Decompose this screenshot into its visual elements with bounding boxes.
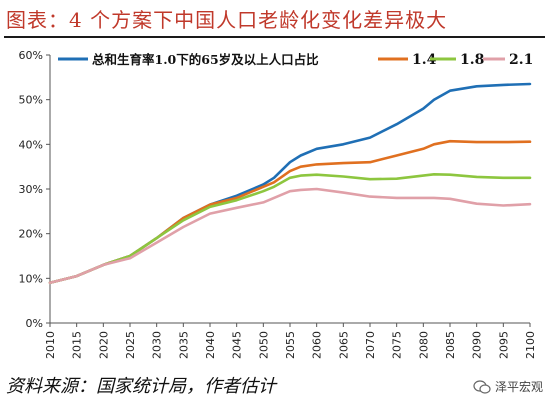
title-divider [4, 36, 545, 38]
x-tick-label: 2010 [44, 331, 57, 359]
x-tick-label: 2085 [444, 331, 457, 359]
legend-label-2: 1.8 [460, 52, 484, 68]
page-title: 图表：4 个方案下中国人口老龄化变化差异极大 [6, 8, 448, 32]
x-tick-label: 2090 [471, 331, 484, 359]
x-tick-label: 2020 [97, 331, 110, 359]
x-tick-label: 2100 [524, 331, 537, 359]
x-tick-label: 2065 [337, 331, 350, 359]
series-line-3 [48, 187, 532, 285]
x-tick-label: 2080 [417, 331, 430, 359]
series-line-0 [48, 82, 532, 285]
x-tick-label: 2070 [364, 331, 377, 359]
line-chart: 0% 10% 20% 30% 40% 50% 60% 2010 2015 2020 2025 2030… [19, 49, 537, 359]
y-tick-label: 40% [19, 138, 43, 151]
x-tick-label: 2040 [204, 331, 217, 359]
x-tick-label: 2050 [257, 331, 270, 359]
watermark: 泽平宏观 [473, 378, 543, 395]
x-tick-label: 2025 [124, 331, 137, 359]
wechat-icon [473, 379, 491, 394]
title-bar: 图表：4 个方案下中国人口老龄化变化差异极大 [0, 0, 549, 38]
x-tick-label: 2075 [391, 331, 404, 359]
y-tick-label: 50% [19, 94, 43, 107]
y-tick-label: 60% [19, 49, 43, 62]
legend-label-1: 1.4 [412, 52, 437, 68]
x-tick-label: 2055 [284, 331, 297, 359]
source-note: 资料来源：国家统计局，作者估计 [6, 376, 276, 397]
x-tick-label: 2060 [311, 331, 324, 359]
legend-label-0: 总和生育率1.0下的65岁及以上人口占比 [92, 52, 319, 67]
y-tick-label: 30% [19, 183, 43, 196]
x-tick-label: 2035 [177, 331, 190, 359]
y-tick-label: 20% [19, 228, 43, 241]
y-tick-label: 10% [19, 272, 43, 285]
series-line-2 [48, 173, 532, 285]
x-tick-label: 2015 [71, 331, 84, 359]
x-tick-label: 2095 [497, 331, 510, 359]
x-tick-label: 2030 [151, 331, 164, 359]
y-tick-label: 0% [26, 317, 43, 330]
watermark-label: 泽平宏观 [494, 380, 543, 394]
x-tick-label: 2045 [231, 331, 244, 359]
legend-label-3: 2.1 [509, 52, 533, 68]
